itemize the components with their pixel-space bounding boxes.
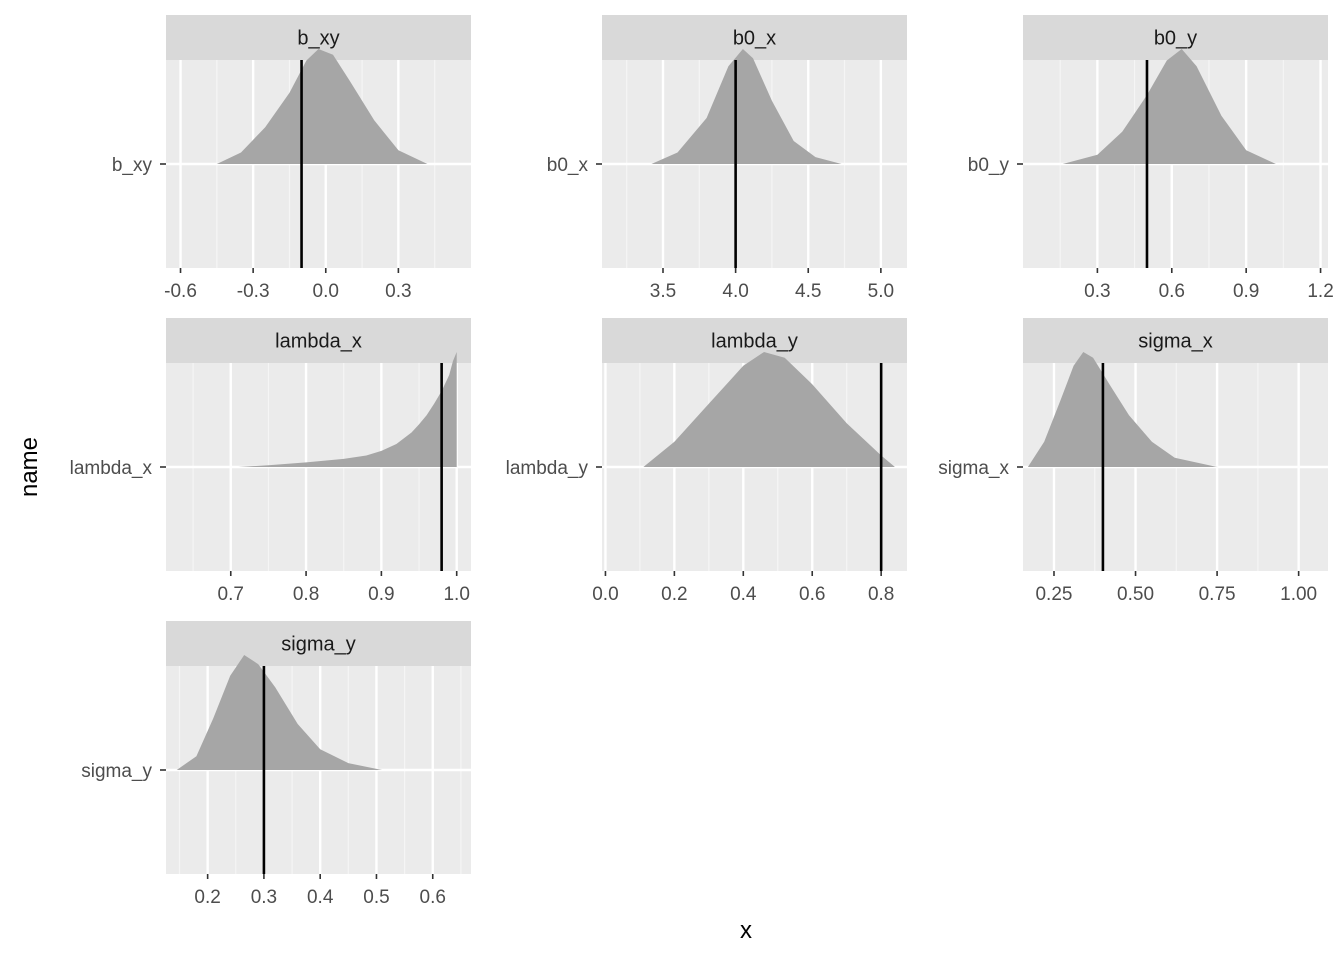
facet-b0_x: b0_x 3.5 4.0 4.5 5.0 b0_x [547, 15, 907, 302]
facet-strip-label: sigma_x [1138, 331, 1212, 353]
density-ridge [216, 49, 428, 164]
x-tick-label: 1.0 [443, 584, 469, 605]
x-tick-label: 0.8 [868, 584, 894, 605]
x-tick-label: 1.00 [1280, 584, 1317, 605]
y-tick-label: sigma_x [938, 458, 1009, 479]
x-tick-label: 4.0 [722, 281, 748, 302]
facet-strip [1023, 318, 1328, 363]
x-tick-label: 0.5 [363, 887, 389, 908]
facet-strip-label: b0_y [1154, 28, 1197, 50]
facet-strip-label: b_xy [297, 28, 339, 50]
x-tick-label: 0.75 [1199, 584, 1236, 605]
facet-strip-label: sigma_y [281, 634, 355, 656]
x-tick-label: 4.5 [795, 281, 821, 302]
x-tick-label: 0.7 [218, 584, 244, 605]
x-tick-label: 0.0 [592, 584, 618, 605]
y-tick-label: lambda_x [70, 458, 153, 479]
x-tick-label: 0.0 [313, 281, 339, 302]
x-tick-label: 0.8 [293, 584, 319, 605]
y-axis-title: name [16, 437, 43, 497]
facet-strip-label: b0_x [733, 28, 776, 50]
x-tick-label: 0.6 [1159, 281, 1185, 302]
density-ridge [1027, 352, 1218, 467]
x-tick-label: 0.3 [385, 281, 411, 302]
x-tick-label: 0.9 [1233, 281, 1259, 302]
y-tick-label: b0_x [547, 155, 589, 176]
y-tick-label: b0_y [968, 155, 1010, 176]
y-tick-label: lambda_y [506, 458, 589, 479]
x-tick-label: 0.2 [194, 887, 220, 908]
x-tick-label: 0.4 [730, 584, 757, 605]
density-ridge [643, 352, 895, 467]
x-tick-label: 1.2 [1307, 281, 1333, 302]
facet-strip [602, 15, 907, 60]
x-axis-title: x [740, 917, 752, 944]
x-tick-label: -0.6 [164, 281, 197, 302]
density-ridge [238, 352, 457, 467]
x-tick-label: 3.5 [650, 281, 676, 302]
x-tick-label: 0.50 [1117, 584, 1154, 605]
facet-strip [166, 621, 471, 666]
facet-strip-label: lambda_x [275, 331, 362, 353]
facet-strip [602, 318, 907, 363]
facet-sigma_x: sigma_x 0.25 0.50 0.75 1.00 sigma_x [938, 318, 1328, 605]
facet-lambda_y: lambda_y 0.0 0.2 0.4 0.6 0.8 lambda_y [506, 318, 907, 605]
density-ridge [176, 655, 383, 770]
facet-lambda_x: lambda_x 0.7 0.8 0.9 1.0 lambda_x [70, 318, 471, 605]
x-tick-label: 0.25 [1035, 584, 1072, 605]
facet-sigma_y: sigma_y 0.2 0.3 0.4 0.5 0.6 sigma_y [81, 621, 471, 908]
density-ridge [651, 49, 842, 164]
facet-b0_y: b0_y 0.3 0.6 0.9 1.2 b0_y [968, 15, 1334, 302]
x-tick-label: 0.2 [661, 584, 687, 605]
density-ridge [1062, 49, 1276, 164]
x-tick-label: 0.6 [420, 887, 446, 908]
x-tick-label: 0.9 [368, 584, 394, 605]
x-tick-label: 0.3 [251, 887, 277, 908]
facet-strip [166, 318, 471, 363]
facet-strip [1023, 15, 1328, 60]
y-tick-label: sigma_y [81, 761, 152, 782]
facet-strip-label: lambda_y [711, 331, 798, 353]
facet-b_xy: b_xy -0.6 -0.3 0.0 0.3 b_xy [112, 15, 471, 302]
x-tick-label: 0.3 [1084, 281, 1110, 302]
y-tick-label: b_xy [112, 155, 153, 176]
x-tick-label: 5.0 [868, 281, 894, 302]
x-tick-label: 0.4 [307, 887, 334, 908]
x-tick-label: -0.3 [237, 281, 270, 302]
x-tick-label: 0.6 [799, 584, 825, 605]
